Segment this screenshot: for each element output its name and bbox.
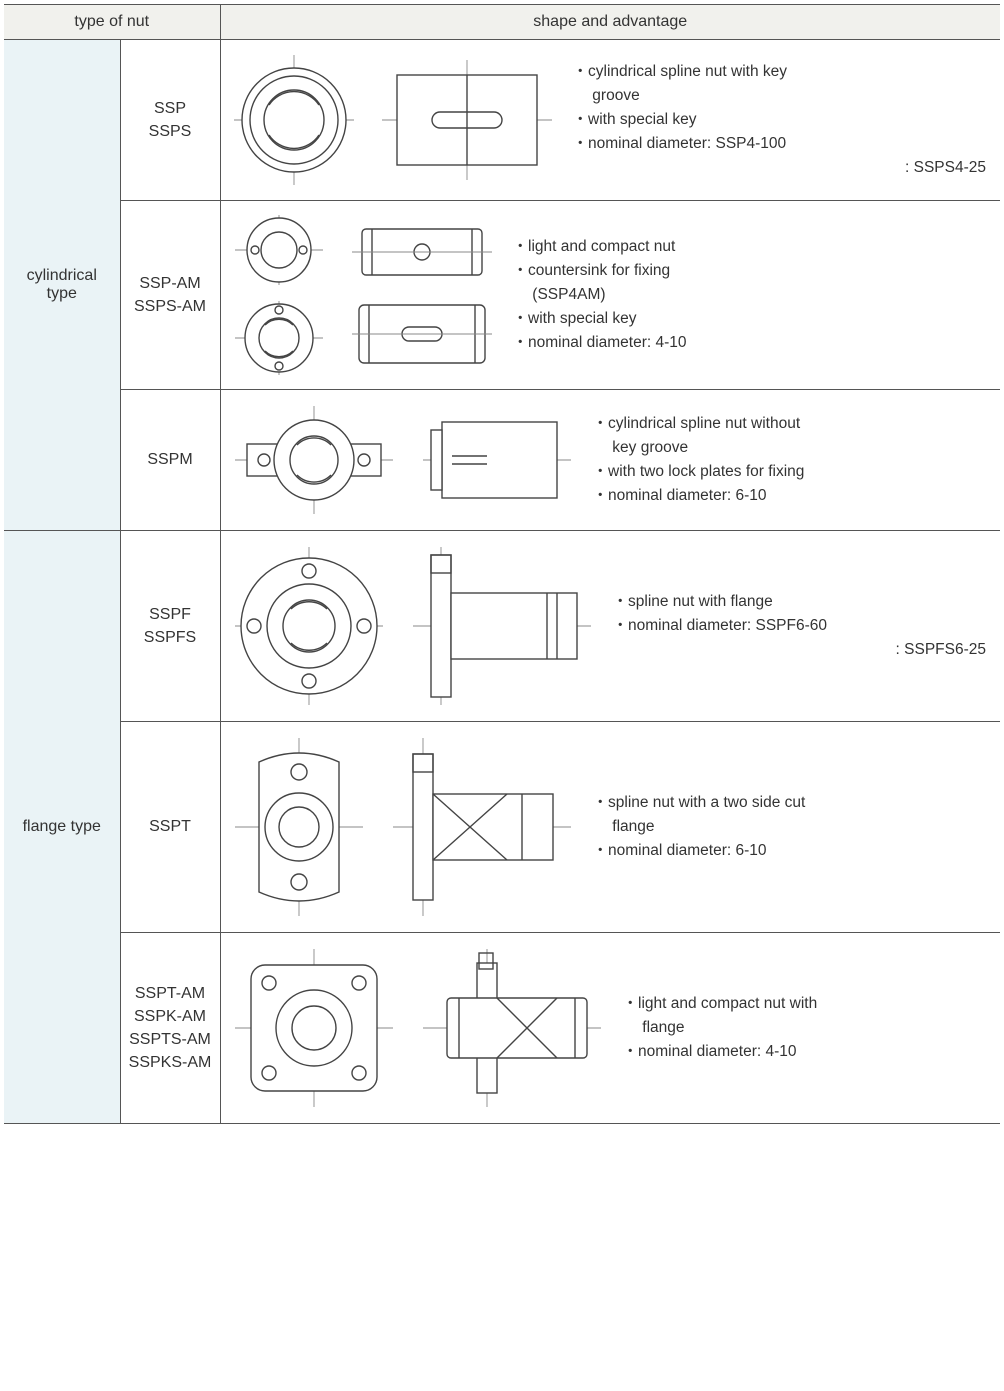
bullets: ・cylindrical spline nut with key groove … (569, 60, 993, 180)
model-cell: SSPT-AM SSPK-AM SSPTS-AM SSPKS-AM (120, 933, 220, 1124)
drawing-sspm (229, 400, 577, 520)
drawing-sspt-am (229, 943, 607, 1113)
table-row: SSPM (4, 390, 1000, 531)
model-cell: SSPM (120, 390, 220, 531)
table-row: SSPT (4, 722, 1000, 933)
table-row: SSP-AM SSPS-AM (4, 201, 1000, 390)
drawing-sspt (229, 732, 577, 922)
model-cell: SSP SSPS (120, 40, 220, 201)
shape-cell: ・spline nut with flange ・nominal diamete… (220, 531, 1000, 722)
header-shape: shape and advantage (220, 5, 1000, 40)
model-cell: SSP-AM SSPS-AM (120, 201, 220, 390)
shape-cell: ・cylindrical spline nut without key groo… (220, 390, 1000, 531)
bullets: ・light and compact nut with flange ・nomi… (619, 992, 993, 1064)
drawing-ssp-am (229, 211, 497, 379)
shape-cell: ・cylindrical spline nut with key groove … (220, 40, 1000, 201)
bullets: ・light and compact nut ・countersink for … (509, 235, 993, 355)
drawing-ssp (229, 50, 557, 190)
bullets: ・spline nut with flange ・nominal diamete… (609, 590, 993, 662)
shape-cell: ・light and compact nut ・countersink for … (220, 201, 1000, 390)
shape-cell: ・light and compact nut with flange ・nomi… (220, 933, 1000, 1124)
table-header-row: type of nut shape and advantage (4, 5, 1000, 40)
model-cell: SSPT (120, 722, 220, 933)
category-flange: flange type (4, 531, 120, 1124)
table-row: SSPT-AM SSPK-AM SSPTS-AM SSPKS-AM (4, 933, 1000, 1124)
drawing-sspf (229, 541, 597, 711)
shape-cell: ・spline nut with a two side cut flange ・… (220, 722, 1000, 933)
bullets: ・spline nut with a two side cut flange ・… (589, 791, 993, 863)
category-cylindrical: cylindrical type (4, 40, 120, 531)
nut-type-table: type of nut shape and advantage cylindri… (4, 4, 1000, 1124)
bullets: ・cylindrical spline nut without key groo… (589, 412, 993, 508)
table-row: cylindrical type SSP SSPS (4, 40, 1000, 201)
header-type: type of nut (4, 5, 220, 40)
table-row: flange type SSPF SSPFS (4, 531, 1000, 722)
model-cell: SSPF SSPFS (120, 531, 220, 722)
